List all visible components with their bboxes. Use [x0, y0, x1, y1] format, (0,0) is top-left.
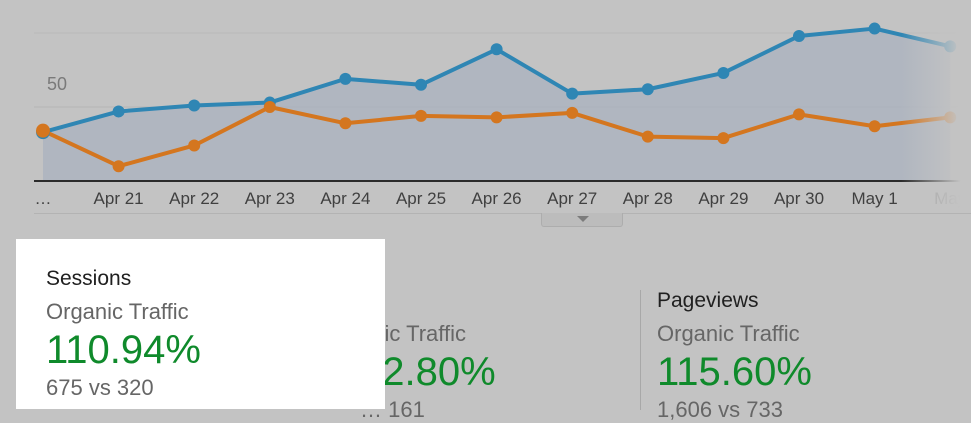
sessions-metric-card[interactable]: Sessions Organic Traffic 110.94% 675 vs …: [16, 239, 385, 409]
pageviews-card-title: Pageviews: [657, 289, 759, 312]
series-2-point[interactable]: [263, 101, 276, 113]
sessions-card-title: Sessions: [46, 267, 132, 290]
users-card-comparison: … 161: [360, 397, 425, 422]
users-card-title: rs: [360, 289, 610, 313]
x-tick-label: Apr 26: [472, 189, 522, 208]
series-1-point[interactable]: [490, 43, 503, 56]
series-2-point[interactable]: [188, 139, 201, 152]
series-2-point[interactable]: [339, 117, 352, 130]
pageviews-card-subtitle: Organic Traffic: [657, 321, 800, 346]
x-tick-label: Apr 23: [245, 189, 295, 208]
x-tick-label: Apr 30: [774, 189, 824, 208]
x-tick-label: Apr 21: [94, 189, 144, 208]
series-1-point[interactable]: [641, 83, 654, 96]
users-card-subtitle: anic Traffic: [360, 321, 466, 346]
pageviews-card-percent: 115.60%: [657, 350, 812, 394]
x-tick-label: Apr 28: [623, 189, 673, 208]
series-1-point[interactable]: [944, 40, 957, 53]
series-2-point[interactable]: [944, 111, 957, 124]
series-1-point[interactable]: [868, 22, 881, 35]
card-divider: [640, 290, 641, 410]
x-tick-label: Apr 22: [169, 189, 219, 208]
users-metric-card[interactable]: rs anic Traffic 52.80% … 161: [360, 289, 610, 423]
pageviews-card-comparison: 1,606 vs 733: [657, 397, 783, 422]
y-tick-50: 50: [47, 74, 67, 94]
series-1-point[interactable]: [112, 105, 125, 118]
sessions-card-percent: 110.94%: [46, 328, 201, 372]
traffic-line-chart: 50 … Apr 21 Apr 22 Apr 23 Apr 24 Apr 25 Apr 26…: [34, 22, 971, 208]
series-2-point[interactable]: [490, 111, 503, 124]
series-2-point[interactable]: [36, 123, 50, 138]
series-1-point[interactable]: [793, 29, 805, 42]
series-2-point[interactable]: [566, 106, 579, 119]
series-1-point[interactable]: [717, 66, 730, 79]
sessions-card-comparison: 675 vs 320: [46, 375, 154, 400]
series-2-point[interactable]: [868, 120, 881, 133]
collapse-chart-toggle[interactable]: [541, 213, 623, 227]
x-tick-label: Apr 25: [396, 189, 446, 208]
series-2-point[interactable]: [112, 160, 125, 173]
users-card-percent: 52.80%: [360, 350, 496, 394]
x-tick-label: Apr 27: [547, 189, 597, 208]
series-2-point[interactable]: [793, 108, 805, 121]
series-2-point[interactable]: [641, 130, 654, 143]
sessions-card-subtitle: Organic Traffic: [46, 299, 189, 324]
x-tick-label: …: [35, 189, 52, 208]
x-tick-label: May: [934, 189, 967, 208]
axis-separator: [34, 213, 971, 214]
chevron-down-icon: [577, 216, 589, 222]
x-tick-label: Apr 29: [698, 189, 748, 208]
pageviews-metric-card[interactable]: Pageviews Organic Traffic 115.60% 1,606 …: [657, 289, 957, 423]
series-1-point[interactable]: [415, 78, 427, 91]
x-tick-label: May 1: [851, 189, 897, 208]
x-tick-label: Apr 24: [320, 189, 370, 208]
series-2-point[interactable]: [415, 109, 427, 122]
series-1-point[interactable]: [339, 72, 352, 85]
series-2-point[interactable]: [717, 132, 730, 145]
series-1-point[interactable]: [188, 99, 201, 112]
series-1-point[interactable]: [566, 87, 579, 100]
